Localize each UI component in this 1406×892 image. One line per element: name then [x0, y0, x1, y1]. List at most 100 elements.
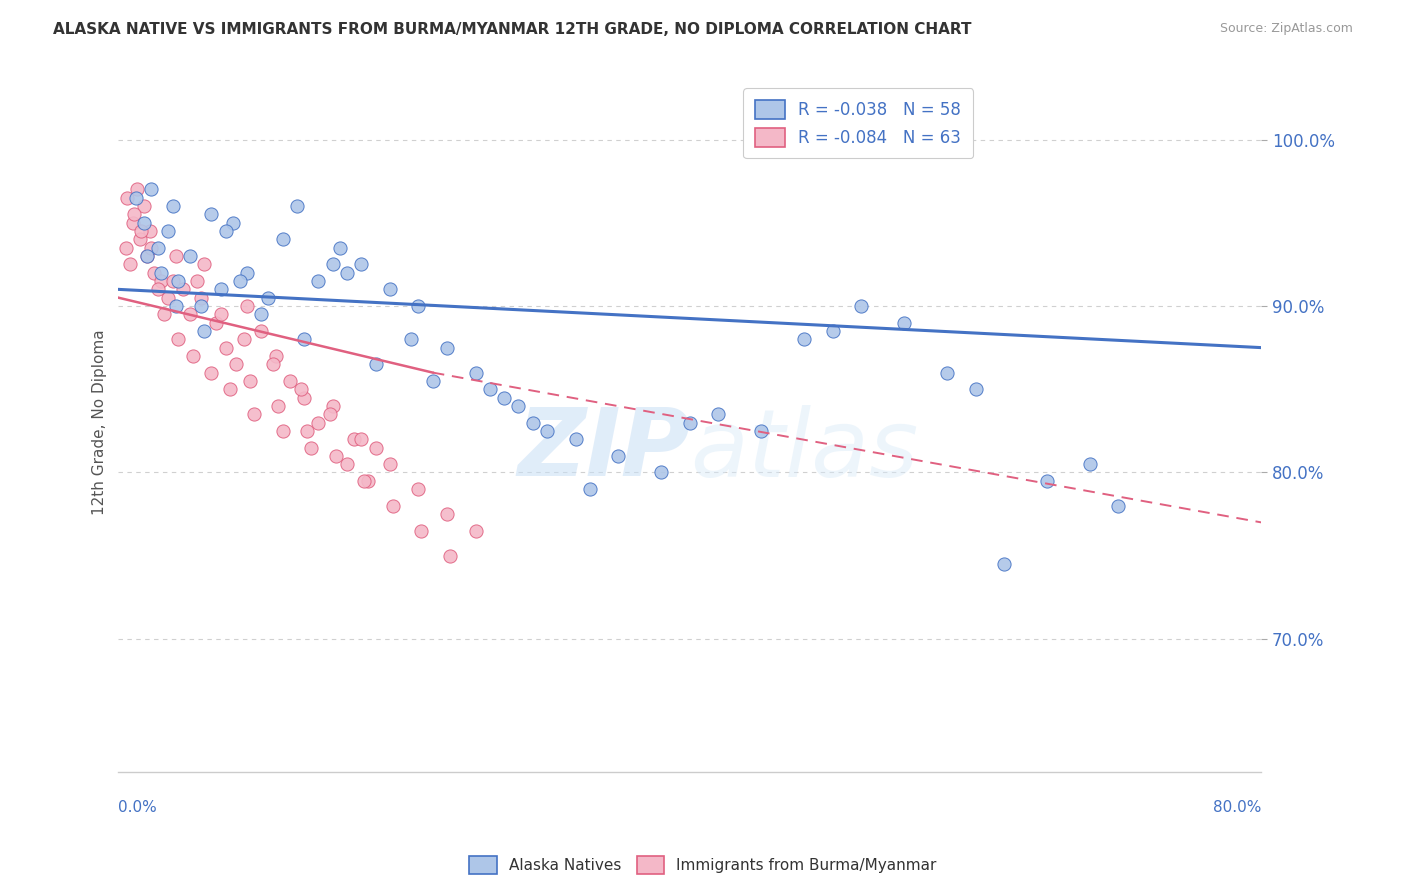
Point	[165, 249, 187, 263]
Point	[157, 291, 180, 305]
Point	[1078, 457, 1101, 471]
Point	[141, 182, 163, 196]
Point	[893, 316, 915, 330]
Point	[364, 357, 387, 371]
Point	[508, 399, 530, 413]
Point	[749, 424, 772, 438]
Point	[353, 474, 375, 488]
Point	[307, 416, 329, 430]
Point	[464, 366, 486, 380]
Point	[165, 299, 187, 313]
Point	[936, 366, 959, 380]
Point	[378, 457, 401, 471]
Text: 80.0%: 80.0%	[1213, 800, 1261, 815]
Point	[325, 449, 347, 463]
Point	[579, 482, 602, 496]
Point	[129, 224, 152, 238]
Point	[378, 282, 401, 296]
Point	[218, 382, 240, 396]
Point	[290, 382, 312, 396]
Point	[436, 341, 458, 355]
Point	[214, 341, 236, 355]
Point	[522, 416, 544, 430]
Point	[153, 307, 176, 321]
Point	[150, 266, 173, 280]
Point	[167, 332, 190, 346]
Point	[422, 374, 444, 388]
Point	[114, 241, 136, 255]
Point	[336, 266, 359, 280]
Point	[439, 549, 461, 563]
Point	[564, 432, 586, 446]
Point	[134, 199, 156, 213]
Point	[250, 307, 273, 321]
Point	[478, 382, 501, 396]
Point	[214, 224, 236, 238]
Point	[150, 274, 173, 288]
Point	[679, 416, 702, 430]
Point	[209, 282, 232, 296]
Point	[464, 524, 486, 538]
Point	[336, 457, 359, 471]
Point	[236, 299, 259, 313]
Point	[162, 199, 184, 213]
Point	[190, 291, 212, 305]
Point	[179, 249, 201, 263]
Point	[128, 232, 150, 246]
Point	[278, 374, 301, 388]
Point	[401, 332, 423, 346]
Point	[125, 182, 148, 196]
Point	[408, 299, 430, 313]
Point	[122, 207, 145, 221]
Point	[322, 257, 344, 271]
Point	[157, 224, 180, 238]
Point	[350, 432, 373, 446]
Point	[233, 332, 256, 346]
Point	[295, 424, 318, 438]
Point	[965, 382, 987, 396]
Point	[319, 407, 342, 421]
Point	[411, 524, 433, 538]
Point	[793, 332, 815, 346]
Legend: Alaska Natives, Immigrants from Burma/Myanmar: Alaska Natives, Immigrants from Burma/My…	[463, 850, 943, 880]
Point	[1108, 499, 1130, 513]
Y-axis label: 12th Grade, No Diploma: 12th Grade, No Diploma	[93, 330, 107, 516]
Point	[262, 357, 284, 371]
Point	[1036, 474, 1059, 488]
Legend: R = -0.038   N = 58, R = -0.084   N = 63: R = -0.038 N = 58, R = -0.084 N = 63	[744, 88, 973, 159]
Text: atlas: atlas	[690, 405, 918, 496]
Point	[357, 474, 380, 488]
Point	[236, 266, 259, 280]
Point	[993, 557, 1015, 571]
Point	[139, 224, 162, 238]
Point	[124, 191, 146, 205]
Point	[292, 332, 315, 346]
Point	[299, 441, 322, 455]
Point	[250, 324, 273, 338]
Point	[229, 274, 252, 288]
Point	[179, 307, 201, 321]
Point	[190, 299, 212, 313]
Point	[307, 274, 329, 288]
Point	[121, 216, 143, 230]
Point	[186, 274, 208, 288]
Point	[148, 241, 170, 255]
Point	[243, 407, 266, 421]
Point	[350, 257, 373, 271]
Point	[707, 407, 730, 421]
Point	[285, 199, 308, 213]
Point	[650, 466, 672, 480]
Text: Source: ZipAtlas.com: Source: ZipAtlas.com	[1219, 22, 1353, 36]
Point	[222, 216, 245, 230]
Point	[436, 507, 458, 521]
Point	[364, 441, 387, 455]
Point	[292, 391, 315, 405]
Point	[193, 257, 215, 271]
Point	[225, 357, 247, 371]
Point	[267, 399, 290, 413]
Point	[408, 482, 430, 496]
Point	[257, 291, 280, 305]
Text: ZIP: ZIP	[517, 404, 690, 497]
Point	[536, 424, 558, 438]
Point	[148, 282, 170, 296]
